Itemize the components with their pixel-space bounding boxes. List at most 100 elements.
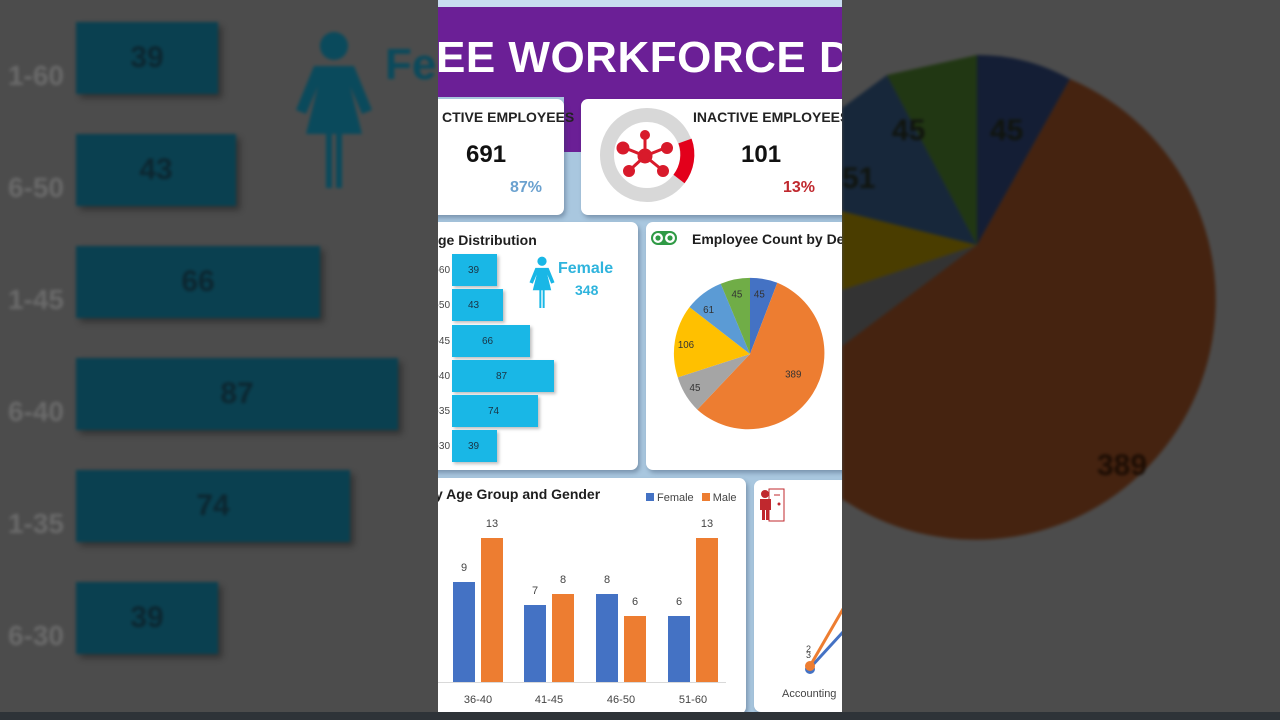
backdrop-age-bar: 39 <box>76 22 218 94</box>
category-label: 41-45 <box>534 694 564 706</box>
active-employees-value: 691 <box>466 141 507 168</box>
inactive-employees-percent: 13% <box>783 179 816 196</box>
backdrop-age-label: 1-35 <box>7 508 64 539</box>
active-employees-label: CTIVE EMPLOYEES <box>442 109 575 125</box>
backdrop-age-bar: 66 <box>76 246 320 318</box>
binoculars-icon <box>651 231 677 245</box>
top-strip <box>438 0 842 7</box>
backdrop-age-bar: 87 <box>76 358 398 430</box>
legend-female: Female <box>646 492 694 504</box>
backdrop-age-label: 6-50 <box>7 172 64 203</box>
zoomed-pie-backdrop: 45 45 51 389 <box>842 0 1280 712</box>
pie-label: 45 <box>690 383 701 394</box>
backdrop-age-bar: 39 <box>76 582 218 654</box>
pie-label: 45 <box>754 289 765 300</box>
active-employees-card[interactable]: CTIVE EMPLOYEES 691 87% <box>438 99 574 215</box>
pie-slices <box>673 277 825 430</box>
presenter-icon <box>760 488 785 522</box>
age-category-label: 1-35 <box>438 406 450 417</box>
age-bar[interactable]: 87 <box>452 360 554 392</box>
bar-value: 8 <box>559 574 567 586</box>
line-chart[interactable]: 2 3 <box>754 480 842 712</box>
backdrop-female-label: Fe <box>385 40 437 89</box>
svg-text:389: 389 <box>1097 449 1147 482</box>
svg-text:51: 51 <box>842 162 875 195</box>
female-bar[interactable] <box>524 605 546 682</box>
age-distribution-panel: ge Distribution 1-60 39 6-50 43 1-45 66 … <box>438 222 638 470</box>
age-category-label: 6-50 <box>438 300 450 311</box>
backdrop-age-bar: 74 <box>76 470 350 542</box>
backdrop-age-label: 6-40 <box>7 396 64 427</box>
department-gender-line-panel: 2 3 Accounting <box>754 480 842 712</box>
category-label: 46-50 <box>606 694 636 706</box>
pie-slice <box>689 283 750 354</box>
pie-slice <box>677 354 750 410</box>
age-bar[interactable]: 43 <box>452 289 503 321</box>
pie-slice <box>697 282 825 430</box>
pie-slice <box>720 277 750 354</box>
age-category-label: 1-60 <box>438 265 450 276</box>
category-label: 36-40 <box>463 694 493 706</box>
female-count: 348 <box>575 282 599 298</box>
legend-male: Male <box>701 492 737 504</box>
age-distribution-title: ge Distribution <box>438 232 537 248</box>
svg-text:45: 45 <box>892 114 925 147</box>
dashboard-title: EE WORKFORCE DAS <box>438 33 842 82</box>
backdrop-pie: 45 45 51 389 <box>842 0 1280 712</box>
female-icon <box>529 256 555 309</box>
pie-label: 389 <box>785 369 801 380</box>
zoomed-age-distribution-backdrop: 1-60 39 6-50 43 1-45 66 6-40 87 1-35 74 … <box>0 0 438 712</box>
bar-value: 13 <box>485 518 499 530</box>
inactive-employees-label: INACTIVE EMPLOYEES <box>693 109 842 125</box>
inactive-employees-value: 101 <box>741 141 782 168</box>
backdrop-age-label: 1-45 <box>7 284 64 315</box>
department-pie-chart[interactable]: 45 389 45 106 61 45 <box>670 268 830 440</box>
pie-slice <box>750 277 778 354</box>
bar-value: 6 <box>675 596 683 608</box>
age-gender-title: y Age Group and Gender <box>438 486 601 502</box>
age-category-label: 1-45 <box>438 336 450 347</box>
age-bar[interactable]: 39 <box>452 430 497 462</box>
male-bar[interactable] <box>624 616 646 682</box>
pie-slice <box>673 307 750 378</box>
bottom-bar <box>0 712 1280 720</box>
pie-label: 106 <box>678 340 694 351</box>
bar-value: 6 <box>631 596 639 608</box>
active-employees-percent: 87% <box>510 179 543 196</box>
backdrop-age-label: 1-60 <box>7 60 64 91</box>
male-bar[interactable] <box>552 594 574 682</box>
age-bar[interactable]: 74 <box>452 395 538 427</box>
female-icon <box>296 32 372 188</box>
network-gauge-icon <box>600 108 695 202</box>
female-bar[interactable] <box>668 616 690 682</box>
bar-value: 7 <box>531 585 539 597</box>
department-count-panel: Employee Count by De 45 389 45 106 61 45 <box>646 222 842 470</box>
age-gender-legend: Female Male <box>646 492 737 504</box>
age-category-label: 6-40 <box>438 371 450 382</box>
svg-text:2: 2 <box>806 644 811 654</box>
inactive-employees-card[interactable]: INACTIVE EMPLOYEES 101 13% <box>581 99 842 215</box>
title-banner: EE WORKFORCE DAS <box>438 7 842 97</box>
age-bar[interactable]: 66 <box>452 325 530 357</box>
female-bar[interactable] <box>453 582 475 682</box>
dashboard: EE WORKFORCE DAS CTIVE EMPLOYEES 691 87% <box>438 0 842 720</box>
department-count-title: Employee Count by De <box>692 231 842 247</box>
svg-text:45: 45 <box>990 114 1023 147</box>
backdrop-age-label: 6-30 <box>7 620 64 651</box>
backdrop-age-bar: 43 <box>76 134 236 206</box>
bar-value: 13 <box>700 518 714 530</box>
male-bar[interactable] <box>481 538 503 682</box>
pie-label: 45 <box>731 289 742 300</box>
age-category-label: 6-30 <box>438 441 450 452</box>
age-gender-panel: y Age Group and Gender Female Male 9 13 … <box>438 478 746 714</box>
line-category-label: Accounting <box>782 688 837 700</box>
male-bar[interactable] <box>696 538 718 682</box>
bar-value: 9 <box>460 562 468 574</box>
female-bar[interactable] <box>596 594 618 682</box>
age-bar[interactable]: 39 <box>452 254 497 286</box>
category-label: 51-60 <box>678 694 708 706</box>
bar-value: 8 <box>603 574 611 586</box>
svg-text:3: 3 <box>806 650 811 660</box>
female-label: Female <box>558 260 614 277</box>
